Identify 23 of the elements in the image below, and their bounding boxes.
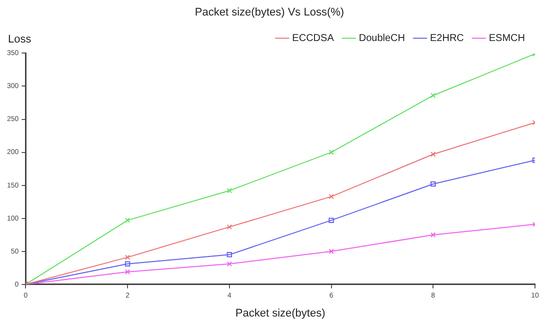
legend-label: ESMCH: [488, 32, 526, 44]
x-axis-title: Packet size(bytes): [235, 307, 326, 320]
y-axis-title: Loss: [8, 34, 32, 46]
point: [328, 218, 334, 223]
point: [226, 261, 232, 267]
point: [430, 152, 436, 157]
point: [328, 248, 334, 254]
point: [226, 252, 232, 258]
point: [124, 254, 130, 260]
legend-label: DoubleCH: [358, 32, 405, 44]
point: [226, 188, 232, 194]
point: [124, 218, 130, 223]
legend-label: E2HRC: [430, 32, 464, 44]
point: [430, 181, 436, 187]
point: [430, 232, 436, 238]
point: [124, 261, 130, 267]
legend-label: ECCDSA: [292, 32, 334, 44]
point: [226, 224, 232, 230]
point: [328, 150, 334, 155]
chart-title: Packet size(bytes) Vs Loss(%): [194, 6, 344, 19]
point: [124, 269, 130, 274]
point: [430, 92, 436, 98]
point: [328, 194, 334, 200]
